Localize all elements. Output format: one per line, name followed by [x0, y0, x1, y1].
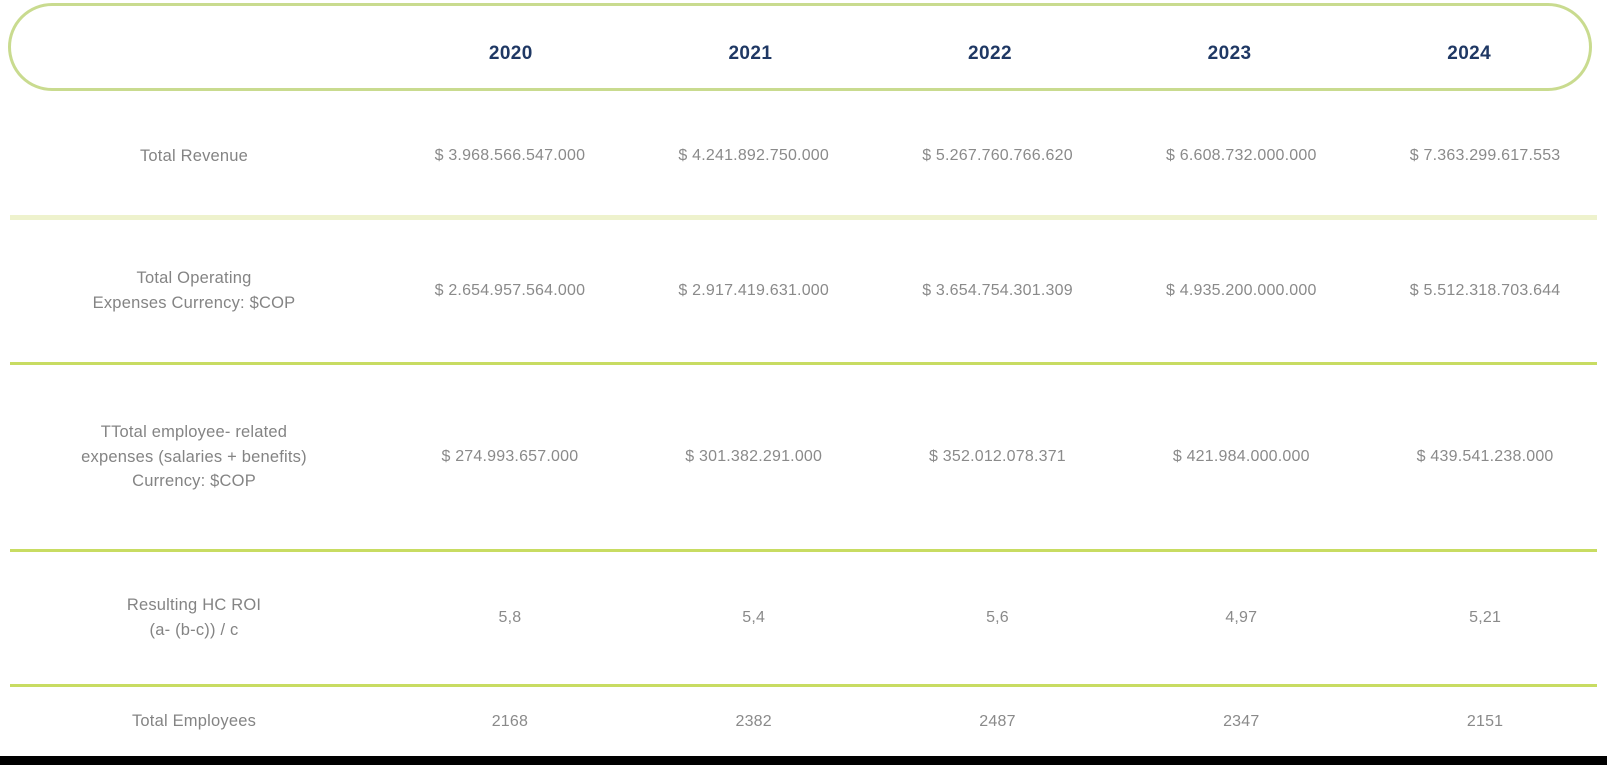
year-header-2022: 2022 — [968, 43, 1012, 64]
table-body: Total Revenue $ 3.968.566.547.000 $ 4.24… — [0, 97, 1607, 756]
cell-value: $ 2.654.957.564.000 — [434, 282, 586, 299]
cell-value: $ 439.541.238.000 — [1416, 448, 1554, 465]
cell-value: 4,97 — [1225, 609, 1258, 626]
year-header-2023: 2023 — [1207, 43, 1252, 64]
table-row-total-revenue: Total Revenue $ 3.968.566.547.000 $ 4.24… — [0, 97, 1607, 215]
header-spacer — [11, 40, 391, 54]
year-header-row: 2020 2021 2022 2023 2024 — [8, 3, 1592, 91]
cell-value: 5,8 — [498, 609, 522, 626]
row-separator — [10, 684, 1597, 687]
row-separator — [10, 549, 1597, 552]
cell-value: 2151 — [1466, 712, 1504, 730]
cell-value: $ 4.935.200.000.000 — [1165, 282, 1317, 299]
row-label: Total Revenue — [139, 146, 249, 165]
cell-value: $ 7.363.299.617.553 — [1409, 147, 1561, 164]
table-row-employee-expenses: TTotal employee- related expenses (salar… — [0, 365, 1607, 549]
cell-value: 5,4 — [742, 609, 766, 626]
cell-value: 2382 — [735, 712, 772, 730]
cell-value: $ 3.654.754.301.309 — [922, 282, 1073, 299]
cell-value: 5,6 — [986, 609, 1009, 626]
table-row-operating-expenses: Total Operating Expenses Currency: $COP … — [0, 220, 1607, 362]
cell-value: $ 274.993.657.000 — [441, 448, 579, 465]
table-row-hc-roi: Resulting HC ROI (a- (b-c)) / c 5,8 5,4 … — [0, 552, 1607, 684]
cell-value: $ 352.012.078.371 — [929, 448, 1066, 465]
cell-value: $ 301.382.291.000 — [685, 448, 823, 465]
year-header-2024: 2024 — [1447, 43, 1492, 64]
row-label: Resulting HC ROI (a- (b-c)) / c — [126, 596, 262, 639]
table-row-total-employees: Total Employees 2168 2382 2487 2347 2151 — [0, 687, 1607, 756]
year-header-2020: 2020 — [488, 43, 533, 64]
row-separator — [10, 362, 1597, 365]
row-label: Total Operating Expenses Currency: $COP — [92, 269, 296, 312]
cell-value: $ 5.267.760.766.620 — [922, 147, 1073, 164]
bottom-black-bar — [0, 756, 1607, 765]
cell-value: $ 3.968.566.547.000 — [434, 147, 586, 164]
cell-value: $ 421.984.000.000 — [1172, 448, 1310, 465]
year-header-2021: 2021 — [728, 43, 773, 64]
cell-value: $ 6.608.732.000.000 — [1165, 147, 1317, 164]
row-label: TTotal employee- related expenses (salar… — [81, 422, 307, 491]
cell-value: $ 5.512.318.703.644 — [1409, 282, 1561, 299]
cell-value: 2487 — [979, 712, 1016, 730]
cell-value: 5,21 — [1469, 609, 1502, 626]
row-label: Total Employees — [131, 712, 257, 731]
cell-value: $ 4.241.892.750.000 — [678, 147, 829, 164]
cell-value: $ 2.917.419.631.000 — [678, 282, 829, 299]
row-separator — [10, 215, 1597, 220]
cell-value: 2168 — [491, 712, 529, 730]
cell-value: 2347 — [1223, 712, 1260, 730]
